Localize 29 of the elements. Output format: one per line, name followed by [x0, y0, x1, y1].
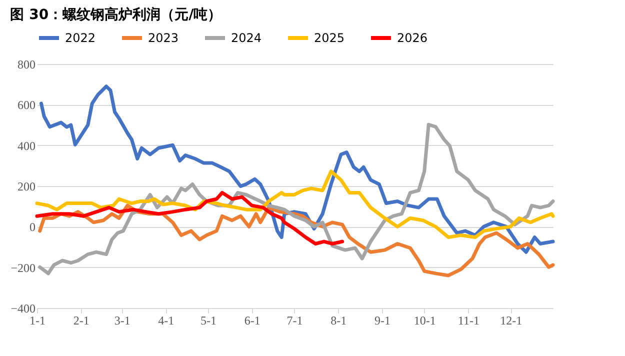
x-tick-label: 4-1 [158, 314, 174, 328]
legend-label: 2026 [397, 31, 428, 45]
x-tick-label: 2-1 [73, 314, 90, 328]
x-tick-label: 12-1 [500, 314, 522, 328]
y-tick-label: 200 [18, 180, 36, 194]
line-series [35, 190, 344, 246]
x-tick-label: 1-1 [30, 314, 46, 328]
y-tick-label: 800 [18, 58, 36, 72]
y-tick-label: 400 [18, 138, 36, 153]
x-tick-label: 10-1 [414, 314, 436, 328]
legend-label: 2025 [314, 31, 345, 45]
chart-title: 图 30：螺纹钢高炉利润（元/吨） [10, 6, 222, 23]
x-tick-label: 11-1 [458, 314, 480, 328]
x-tick-label: 6-1 [244, 314, 260, 328]
y-tick-label: 600 [18, 98, 36, 112]
line-series [38, 122, 555, 276]
legend-label: 2023 [148, 31, 179, 45]
legend-label: 2022 [65, 31, 96, 45]
y-tick-label: 0 [30, 220, 36, 234]
x-tick-label: 3-1 [114, 314, 130, 328]
legend-label: 2024 [231, 31, 262, 45]
x-tick-label: 7-1 [286, 314, 303, 328]
x-tick-label: 5-1 [200, 314, 217, 328]
x-tick-label: 9-1 [374, 314, 390, 328]
y-tick-label: −200 [10, 260, 36, 275]
x-tick-label: 8-1 [330, 314, 347, 328]
line-series [39, 84, 555, 254]
y-tick-label: −400 [10, 302, 36, 316]
line-series [35, 170, 555, 239]
